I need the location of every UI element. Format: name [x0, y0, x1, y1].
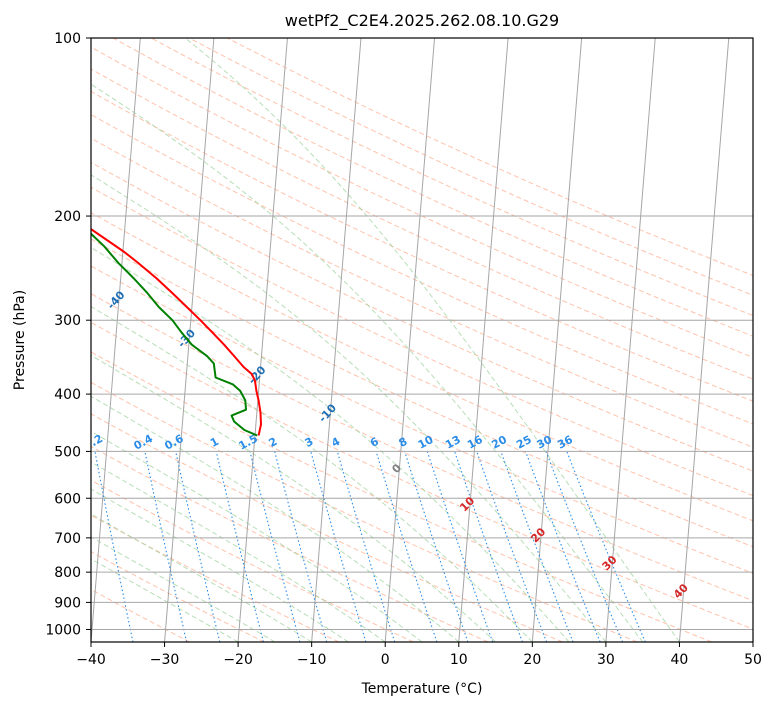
mixing-ratio-line [476, 451, 548, 642]
x-tick-label: −40 [76, 652, 106, 668]
x-axis: −40 −30 −20 −10 0 10 20 30 40 50 [76, 642, 762, 668]
isotherm-line [458, 38, 509, 642]
dry-adiabat [91, 445, 489, 642]
y-tick-label: 200 [54, 209, 81, 225]
y-tick-label: 400 [54, 387, 81, 403]
y-axis-label: Pressure (hPa) [12, 290, 28, 390]
dry-adiabat [91, 413, 563, 642]
isotherm-line [91, 38, 141, 642]
mixing-ratio-line [426, 451, 494, 642]
isotherm-line [311, 38, 362, 642]
x-axis-label: Temperature (°C) [361, 681, 483, 697]
mixing-ratio-line [249, 451, 301, 642]
y-tick-label: 600 [54, 491, 81, 507]
isotherm-line [605, 38, 656, 642]
isotherm-line [237, 38, 288, 642]
x-tick-label: −30 [150, 652, 180, 668]
profiles [91, 227, 262, 437]
mixing-ratio-line [454, 451, 524, 642]
mixing-ratio-label: 36 [555, 433, 575, 452]
mixing-ratio-line [175, 451, 221, 642]
moist-adiabat [91, 430, 423, 642]
y-axis: 1000 900 800 700 600 500 400 300 200 100 [45, 31, 91, 638]
temperature-profile-line [91, 227, 262, 436]
y-tick-label: 800 [54, 565, 81, 581]
dry-adiabat [91, 68, 753, 380]
dry-adiabat [150, 38, 753, 317]
moist-adiabat [91, 461, 386, 642]
mixing-ratio-label: 16 [465, 433, 485, 452]
x-tick-label: 30 [597, 652, 615, 668]
chart-title: wetPf2_C2E4.2025.262.08.10.G29 [285, 11, 559, 31]
mixing-ratio-label: 20 [489, 433, 509, 452]
moist-adiabat [184, 38, 680, 642]
mixing-ratio-label: 10 [416, 433, 436, 452]
dry-adiabat [91, 90, 753, 402]
mixing-ratio-line [404, 451, 469, 642]
dry-adiabat [91, 265, 753, 574]
mixing-ratio-line [525, 451, 601, 642]
mixing-ratio-line [215, 451, 265, 642]
y-tick-label: 100 [54, 31, 81, 47]
plot-frame [90, 37, 754, 643]
dry-adiabat [91, 186, 753, 497]
y-tick-label: 900 [54, 595, 81, 611]
mixing-ratio-label: 30 [535, 433, 555, 452]
moist-adiabat [91, 246, 570, 642]
x-tick-label: 10 [450, 652, 468, 668]
dry-adiabat [91, 46, 753, 358]
dry-adiabat [188, 38, 753, 296]
isotherm-line [678, 38, 730, 642]
x-tick-label: 0 [381, 652, 390, 668]
dry-adiabat [91, 588, 190, 642]
moist-adiabat [91, 395, 460, 642]
isotherm-line [164, 38, 215, 642]
dewpoint-profile-line [91, 232, 258, 437]
background-lines [91, 38, 753, 642]
mixing-ratio-line [500, 451, 574, 642]
x-tick-label: 20 [523, 652, 541, 668]
dry-adiabat [91, 351, 712, 642]
dry-adiabat [91, 551, 265, 642]
mixing-ratio-line [375, 451, 438, 642]
mixing-ratio-line [566, 451, 646, 642]
x-tick-label: 40 [671, 652, 689, 668]
mixing-ratio-line [545, 451, 624, 642]
dry-adiabat [112, 38, 753, 337]
moist-adiabat [91, 305, 533, 642]
moist-adiabat [91, 536, 276, 642]
mixing-ratio-label: 25 [514, 433, 534, 452]
moist-adiabat [91, 174, 607, 642]
dry-adiabat [91, 321, 753, 630]
y-tick-label: 500 [54, 444, 81, 460]
mixing-ratio-line [144, 451, 188, 642]
y-tick-label: 1000 [45, 622, 81, 638]
y-tick-label: 300 [54, 313, 81, 329]
dry-adiabat [91, 238, 753, 548]
mixing-ratio-line [310, 451, 367, 642]
moist-adiabat [91, 83, 644, 642]
dry-adiabat [91, 212, 753, 522]
dry-adiabat [91, 293, 753, 602]
x-tick-label: −20 [223, 652, 253, 668]
isotherm-line [384, 38, 436, 642]
mixing-ratio-line [274, 451, 328, 642]
dry-adiabat [91, 381, 638, 642]
x-tick-label: −10 [297, 652, 327, 668]
mixing-ratio-label: 13 [443, 433, 463, 452]
mixing-ratio-line [336, 451, 396, 642]
x-tick-label: 50 [744, 652, 762, 668]
isotherm-line [531, 38, 583, 642]
y-tick-label: 700 [54, 531, 81, 547]
